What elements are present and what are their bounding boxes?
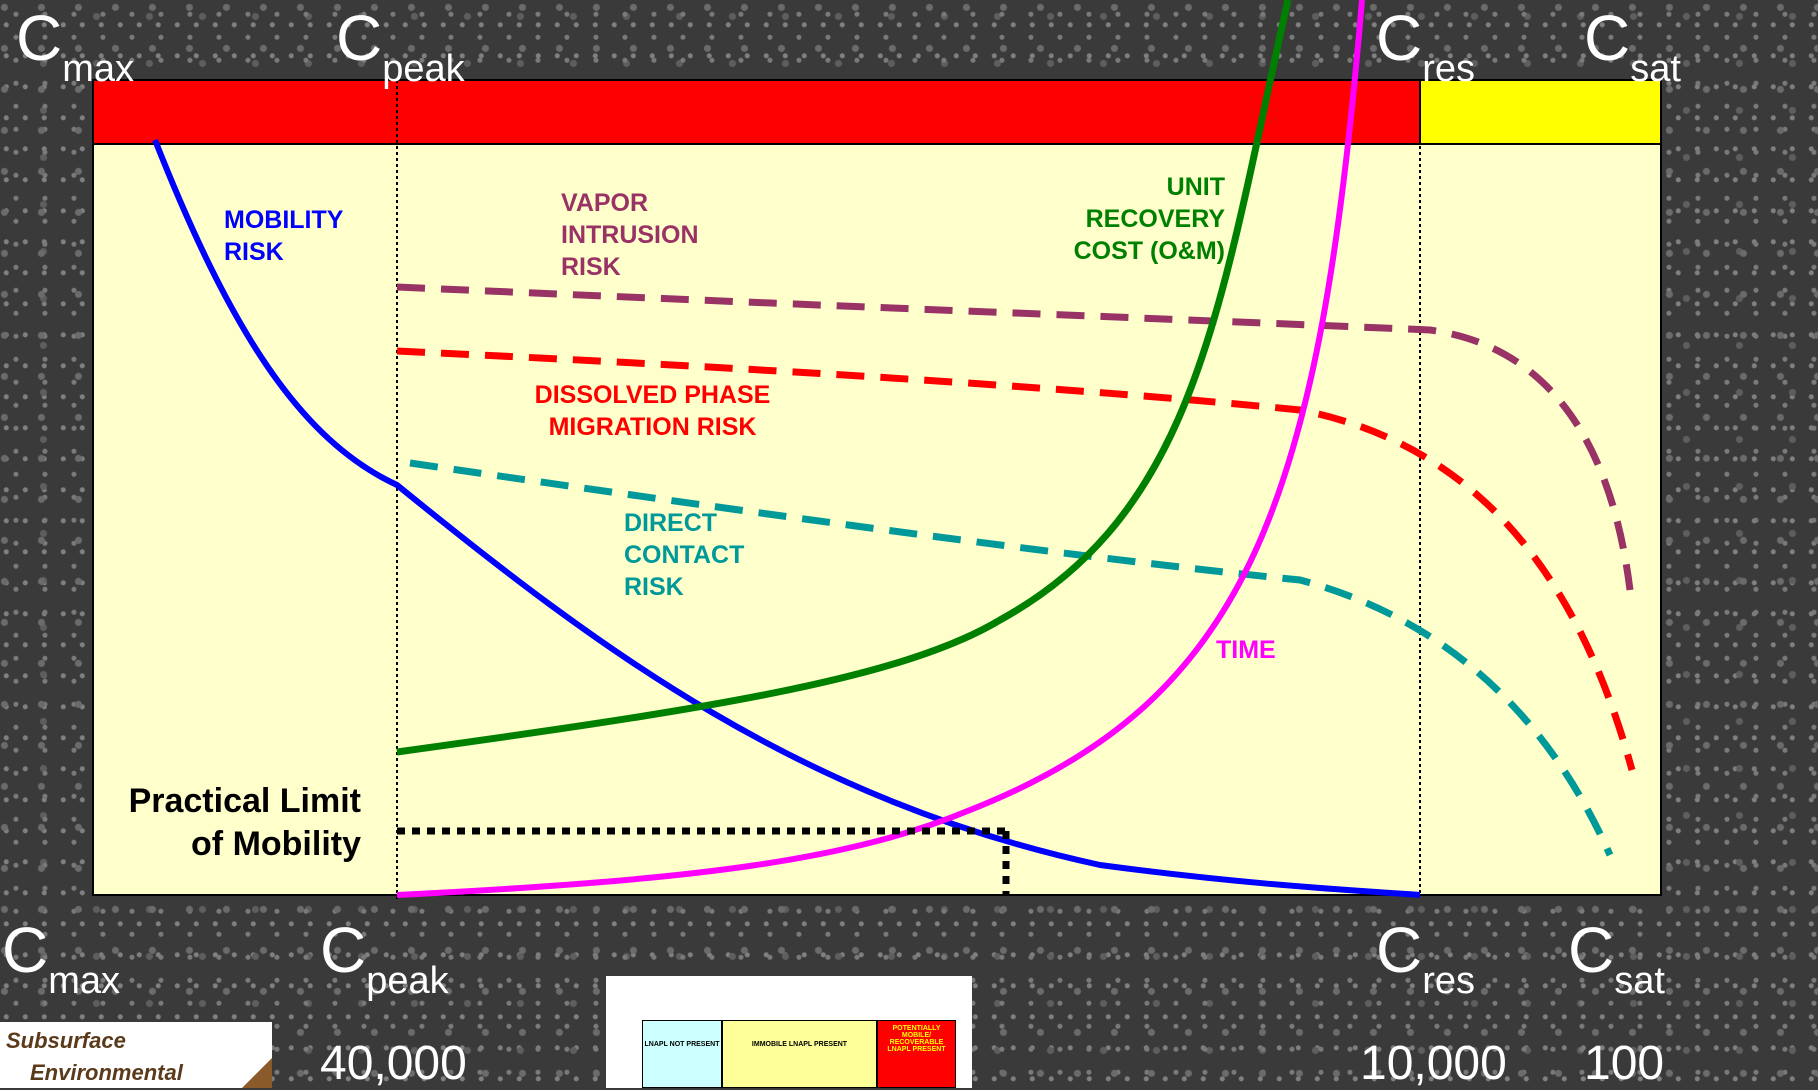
chart-panel [92, 79, 1662, 896]
top-c-peak-label: Cpeak [336, 2, 465, 90]
mobility-risk-label: MOBILITY RISK [224, 206, 344, 266]
mini-box-immobile: IMMOBILE LNAPL PRESENT [722, 1020, 877, 1088]
top-c-sat-label: Csat [1584, 2, 1681, 90]
res-value: 10,000 [1360, 1037, 1507, 1090]
mini-box-not-present: LNAPL NOT PRESENT [642, 1020, 722, 1088]
direct-contact-curve [409, 459, 1614, 857]
bottom-c-max-label: Cmax [2, 914, 121, 1002]
company-logo: Subsurface Environmental [0, 1022, 272, 1088]
practical-limit-label: Practical Limit of Mobility [128, 782, 361, 863]
logo-line2: Environmental [30, 1060, 183, 1085]
mini-diagram: LNAPL NOT PRESENT IMMOBILE LNAPL PRESENT… [606, 976, 972, 1088]
peak-value: 40,000 [320, 1037, 467, 1090]
red-band [92, 79, 1421, 145]
mini-box-mobile: POTENTIALLY MOBILE/ RECOVERABLE LNAPL PR… [877, 1020, 956, 1088]
vapor-intrusion-label: VAPOR INTRUSION RISK [561, 189, 699, 281]
logo-triangle-icon [242, 1058, 272, 1088]
yellow-band [1419, 79, 1662, 145]
sat-value: 100 [1584, 1037, 1665, 1090]
bottom-c-sat-label: Csat [1568, 914, 1665, 1002]
logo-line1: Subsurface [6, 1028, 126, 1053]
dissolved-phase-label: DISSOLVED PHASE MIGRATION RISK [534, 381, 771, 441]
recovery-cost-curve [396, 0, 1292, 756]
recovery-cost-label: UNIT RECOVERY COST (O&M) [1073, 173, 1225, 265]
bottom-c-peak-label: Cpeak [320, 914, 449, 1002]
top-c-max-label: Cmax [16, 2, 135, 90]
direct-contact-label: DIRECT CONTACT RISK [624, 509, 745, 601]
mobility-risk-curve [152, 138, 1421, 898]
vapor-intrusion-curve [396, 283, 1634, 591]
bottom-c-res-label: Cres [1376, 914, 1476, 1002]
time-label: TIME [1216, 636, 1276, 664]
time-curve [396, 0, 1365, 898]
dissolved-phase-curve [396, 347, 1636, 771]
top-c-res-label: Cres [1376, 2, 1476, 90]
